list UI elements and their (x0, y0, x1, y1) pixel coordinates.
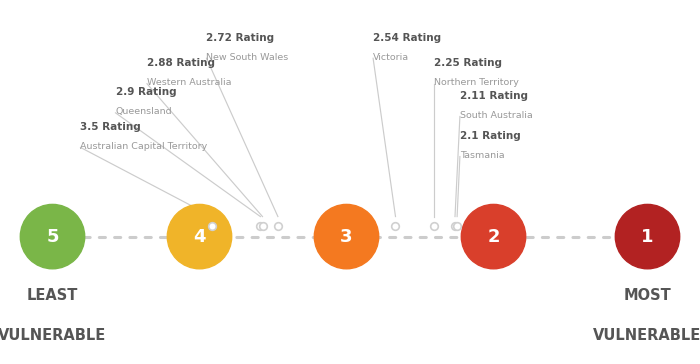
Text: 2.9 Rating: 2.9 Rating (116, 87, 176, 97)
Text: MOST: MOST (624, 288, 671, 302)
Text: 3.5 Rating: 3.5 Rating (80, 122, 141, 132)
Text: 4: 4 (193, 228, 206, 246)
Text: South Australia: South Australia (460, 111, 533, 120)
Text: 2.54 Rating: 2.54 Rating (373, 33, 441, 43)
Text: Victoria: Victoria (373, 53, 410, 62)
Ellipse shape (167, 205, 232, 269)
Text: VULNERABLE: VULNERABLE (594, 328, 700, 343)
Text: Tasmania: Tasmania (460, 151, 505, 160)
Ellipse shape (615, 205, 680, 269)
Ellipse shape (461, 205, 526, 269)
Text: 5: 5 (46, 228, 59, 246)
Text: 2.88 Rating: 2.88 Rating (147, 58, 215, 68)
Text: LEAST: LEAST (27, 288, 78, 302)
Text: 2.1 Rating: 2.1 Rating (460, 131, 521, 141)
Ellipse shape (314, 205, 379, 269)
Text: Australian Capital Territory: Australian Capital Territory (80, 142, 208, 151)
Text: 2.25 Rating: 2.25 Rating (434, 58, 502, 68)
Ellipse shape (20, 205, 85, 269)
Text: New South Wales: New South Wales (206, 53, 288, 62)
Text: Queensland: Queensland (116, 107, 172, 116)
Text: 2.11 Rating: 2.11 Rating (460, 91, 528, 101)
Text: 1: 1 (641, 228, 654, 246)
Text: Western Australia: Western Australia (147, 78, 232, 87)
Text: 3: 3 (340, 228, 353, 246)
Text: VULNERABLE: VULNERABLE (0, 328, 106, 343)
Text: Northern Territory: Northern Territory (434, 78, 519, 87)
Text: 2.72 Rating: 2.72 Rating (206, 33, 274, 43)
Text: 2: 2 (487, 228, 500, 246)
